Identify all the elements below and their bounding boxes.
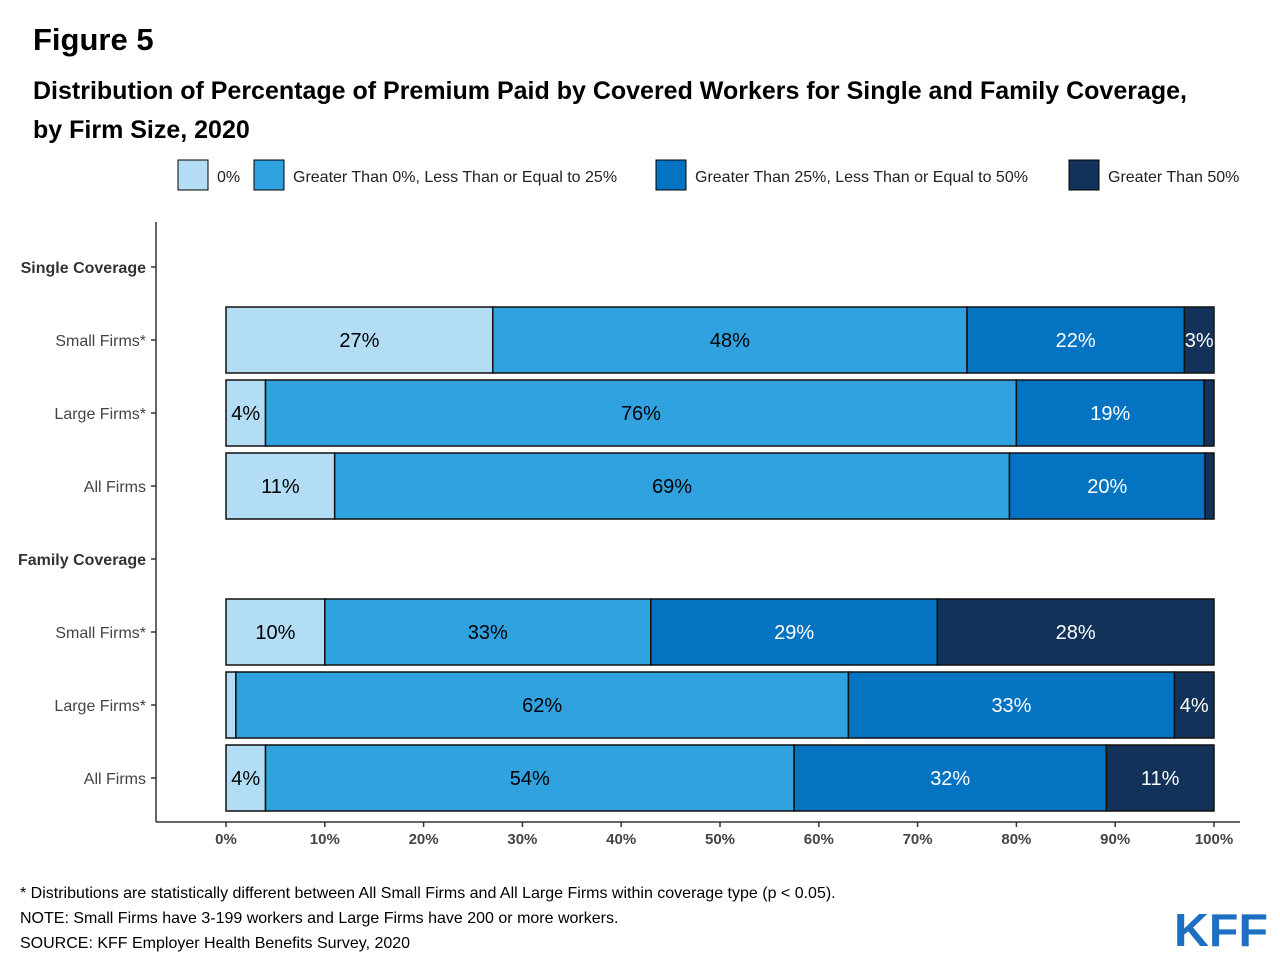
bar-segment bbox=[324, 598, 652, 666]
data-label: 11% bbox=[1141, 768, 1180, 790]
x-tick-label: 100% bbox=[1195, 831, 1233, 848]
data-label: 20% bbox=[1087, 476, 1127, 498]
kff-logo: KFF bbox=[1174, 906, 1268, 950]
y-group-label: Single Coverage bbox=[21, 260, 146, 277]
data-label: 4% bbox=[231, 403, 260, 425]
x-tick-label: 40% bbox=[606, 831, 636, 848]
bar-segment bbox=[1173, 671, 1215, 739]
bar-segment bbox=[793, 744, 1108, 812]
legend: 0% Greater Than 0%, Less Than or Equal to… bbox=[177, 159, 1239, 191]
bar-segment bbox=[966, 306, 1186, 374]
data-label: 4% bbox=[1180, 695, 1209, 717]
bar-segment bbox=[1105, 744, 1215, 812]
bar-segment bbox=[235, 671, 850, 739]
x-tick-label: 90% bbox=[1100, 831, 1130, 848]
data-label: 62% bbox=[522, 695, 562, 717]
bar-segment bbox=[1204, 452, 1215, 520]
bar-segment bbox=[936, 598, 1215, 666]
footnote-significance: * Distributions are statistically differ… bbox=[20, 885, 836, 902]
legend-label: 0% bbox=[217, 169, 240, 186]
x-tick-label: 70% bbox=[903, 831, 933, 848]
data-label: 69% bbox=[652, 476, 692, 498]
data-label: 3% bbox=[1185, 330, 1214, 352]
legend-swatch bbox=[655, 159, 687, 191]
footnote-note: NOTE: Small Firms have 3-199 workers and… bbox=[20, 910, 619, 927]
legend-label: Greater Than 0%, Less Than or Equal to 2… bbox=[293, 169, 617, 186]
footnote-source: SOURCE: KFF Employer Health Benefits Sur… bbox=[20, 935, 411, 952]
y-category-label: Small Firms* bbox=[55, 625, 146, 642]
y-axis: Single Coverage Small Firms* Large Firms* A… bbox=[18, 222, 157, 822]
y-category-label: Large Firms* bbox=[54, 406, 146, 423]
legend-label: Greater Than 50% bbox=[1108, 169, 1239, 186]
y-category-label: All Firms bbox=[84, 479, 146, 496]
data-label: 28% bbox=[1056, 622, 1096, 644]
data-label: 29% bbox=[774, 622, 814, 644]
chart-title: Distribution of Percentage of Premium Pa… bbox=[33, 77, 1187, 144]
data-label: 11% bbox=[261, 476, 300, 498]
x-tick-label: 10% bbox=[310, 831, 340, 848]
x-tick-label: 0% bbox=[215, 831, 237, 848]
data-label: 4% bbox=[231, 768, 260, 790]
legend-swatch bbox=[1068, 159, 1100, 191]
x-tick-label: 80% bbox=[1001, 831, 1031, 848]
bar-segment bbox=[225, 671, 237, 739]
legend-swatch bbox=[253, 159, 285, 191]
bar-segment bbox=[225, 379, 267, 447]
data-label: 48% bbox=[710, 330, 750, 352]
data-label: 33% bbox=[991, 695, 1031, 717]
data-label: 27% bbox=[339, 330, 379, 352]
x-tick-label: 50% bbox=[705, 831, 735, 848]
bar-segment bbox=[225, 744, 267, 812]
data-label: 10% bbox=[255, 622, 295, 644]
y-category-label: Small Firms* bbox=[55, 333, 146, 350]
figure-label: Figure 5 bbox=[33, 22, 154, 57]
bar-segment bbox=[225, 452, 336, 520]
bar-segment bbox=[264, 744, 795, 812]
data-label: 22% bbox=[1056, 330, 1096, 352]
svg-text:KFF: KFF bbox=[1174, 906, 1268, 950]
data-label: 32% bbox=[930, 768, 970, 790]
bars: 27% 48% 22% 3% 4% 76% 19% 11% 69% 20% 10% 33% 29% 28%… bbox=[225, 306, 1215, 812]
data-label: 54% bbox=[510, 768, 550, 790]
x-tick-label: 20% bbox=[409, 831, 439, 848]
stacked-bar-chart: 0% Greater Than 0%, Less Than or Equal to… bbox=[18, 159, 1240, 848]
y-category-label: Large Firms* bbox=[54, 698, 146, 715]
bar-segment bbox=[650, 598, 939, 666]
data-label: 76% bbox=[621, 403, 661, 425]
bar-segment bbox=[847, 671, 1176, 739]
bar-segment bbox=[264, 379, 1018, 447]
data-label: 19% bbox=[1090, 403, 1130, 425]
legend-label: Greater Than 25%, Less Than or Equal to … bbox=[695, 169, 1028, 186]
y-category-label: All Firms bbox=[84, 771, 146, 788]
x-tick-label: 60% bbox=[804, 831, 834, 848]
legend-swatch bbox=[177, 159, 209, 191]
data-label: 33% bbox=[468, 622, 508, 644]
x-tick-label: 30% bbox=[507, 831, 537, 848]
bar-segment bbox=[1015, 379, 1205, 447]
y-group-label: Family Coverage bbox=[18, 552, 146, 569]
x-axis: 0% 10% 20% 30% 40% 50% 60% 70% 80% 90% 100% bbox=[156, 821, 1240, 848]
bar-segment bbox=[1183, 306, 1215, 374]
bar-segment bbox=[1203, 379, 1215, 447]
